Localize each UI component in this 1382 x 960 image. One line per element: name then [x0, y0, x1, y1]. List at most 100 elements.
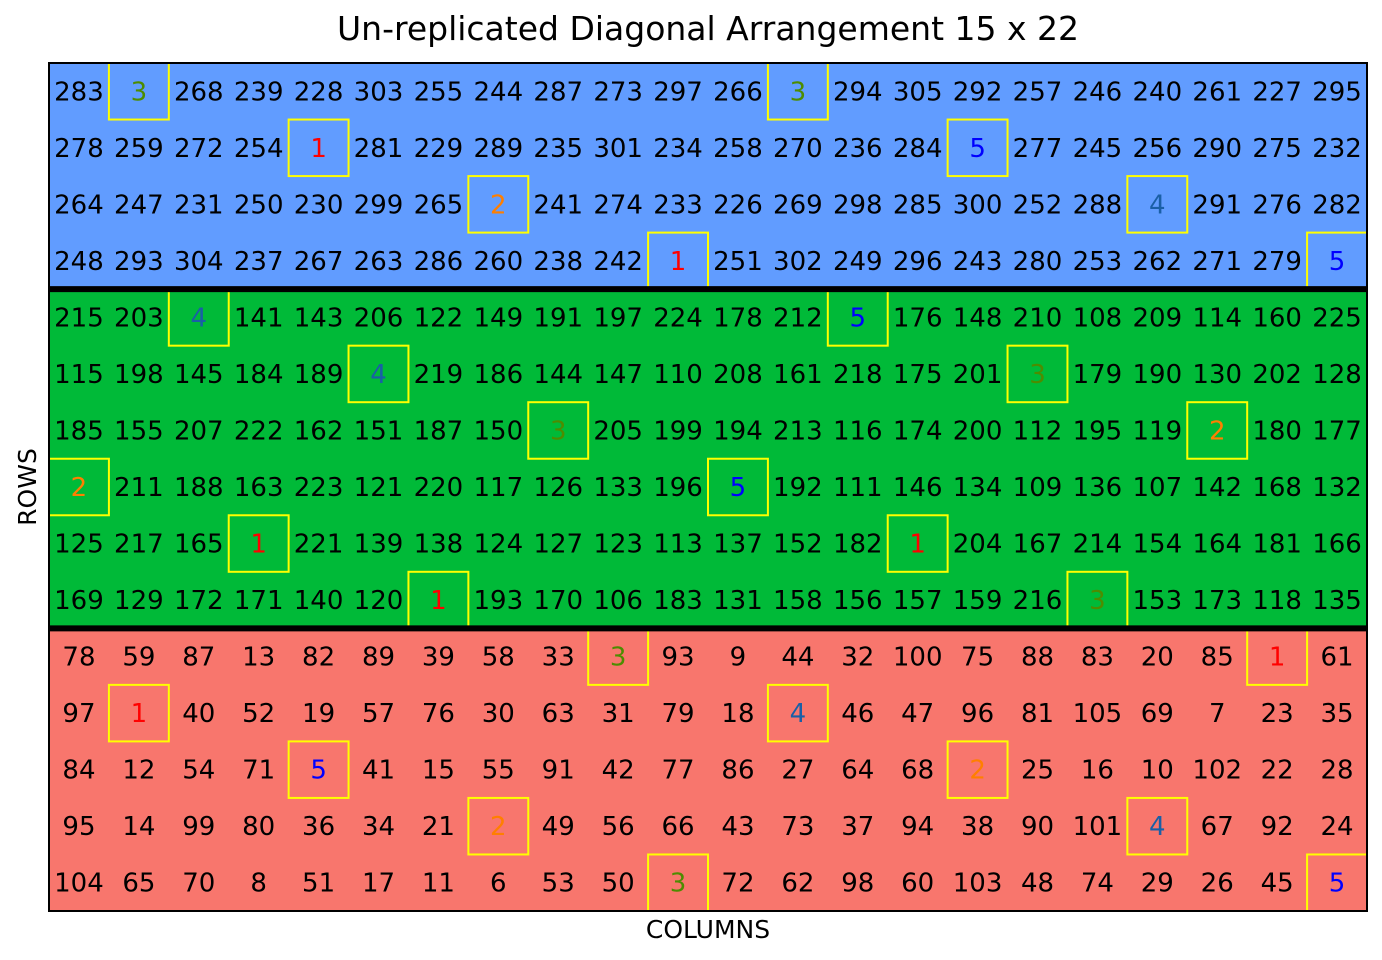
check-box-r3-c19 [1126, 175, 1189, 234]
plot-label: 158 [773, 586, 823, 616]
plot-label: 269 [773, 190, 823, 220]
plot-label: 290 [1192, 134, 1242, 164]
block-separators [49, 286, 1367, 632]
plot-label: 71 [242, 756, 275, 786]
plot-label: 53 [542, 869, 575, 899]
check-label: 1 [1269, 643, 1286, 673]
plot-label: 160 [1252, 303, 1302, 333]
plot-label: 279 [1252, 247, 1302, 277]
plot-label: 303 [354, 77, 404, 107]
check-label: 5 [1329, 247, 1346, 277]
plot-label: 17 [362, 869, 395, 899]
plot-label: 273 [593, 77, 643, 107]
plot-label: 57 [362, 699, 395, 729]
plot-label: 296 [893, 247, 943, 277]
plot-label: 28 [1320, 756, 1353, 786]
plot-label: 121 [354, 473, 404, 503]
plot-label: 109 [1013, 473, 1063, 503]
plot-label: 119 [1132, 416, 1182, 446]
plot-label: 213 [773, 416, 823, 446]
plot-label: 267 [294, 247, 344, 277]
plot-label: 285 [893, 190, 943, 220]
plot-label: 166 [1312, 530, 1362, 560]
plot-label: 149 [473, 303, 523, 333]
plot-label: 289 [473, 134, 523, 164]
plot-label: 91 [542, 756, 575, 786]
plot-label: 168 [1252, 473, 1302, 503]
plot-label: 257 [1013, 77, 1063, 107]
check-label: 4 [1149, 190, 1166, 220]
plot-label: 241 [533, 190, 583, 220]
plot-label: 88 [1021, 643, 1054, 673]
plot-label: 238 [533, 247, 583, 277]
plot-label: 64 [841, 756, 874, 786]
plot-label: 86 [721, 756, 754, 786]
plot-label: 184 [234, 360, 284, 390]
check-label: 5 [310, 756, 327, 786]
plot-label: 207 [174, 416, 224, 446]
plot-label: 183 [653, 586, 703, 616]
check-label: 2 [490, 812, 507, 842]
plot-label: 154 [1132, 530, 1182, 560]
plot-label: 60 [901, 869, 934, 899]
chart-title: Un-replicated Diagonal Arrangement 15 x … [337, 9, 1079, 48]
plot-label: 252 [1013, 190, 1063, 220]
plot-label: 130 [1192, 360, 1242, 390]
plot-label: 277 [1013, 134, 1063, 164]
plot-label: 194 [713, 416, 763, 446]
plot-label: 228 [294, 77, 344, 107]
check-label: 4 [790, 699, 807, 729]
plot-label: 67 [1201, 812, 1234, 842]
check-box-r6-c6 [347, 344, 410, 404]
check-label: 3 [131, 77, 148, 107]
plot-label: 288 [1073, 190, 1123, 220]
plot-label: 72 [721, 869, 754, 899]
plot-label: 106 [593, 586, 643, 616]
plot-label: 110 [653, 360, 703, 390]
plot-label: 292 [953, 77, 1003, 107]
plot-label: 7 [1209, 699, 1226, 729]
plot-label: 240 [1132, 77, 1182, 107]
plot-label: 236 [833, 134, 883, 164]
plot-label: 182 [833, 530, 883, 560]
plot-label: 92 [1261, 812, 1294, 842]
plot-label: 246 [1073, 77, 1123, 107]
plot-label: 81 [1021, 699, 1054, 729]
plot-label: 141 [234, 303, 284, 333]
plot-label: 234 [653, 134, 703, 164]
plot-label: 77 [661, 756, 694, 786]
plot-label: 164 [1192, 530, 1242, 560]
plot-label: 249 [833, 247, 883, 277]
plot-label: 174 [893, 416, 943, 446]
plot-label: 36 [302, 812, 335, 842]
plot-label: 202 [1252, 360, 1302, 390]
plot-label: 127 [533, 530, 583, 560]
check-label: 4 [190, 303, 207, 333]
check-label: 1 [131, 699, 148, 729]
plot-label: 221 [294, 530, 344, 560]
check-box-r13-c16 [946, 740, 1009, 799]
plot-label: 205 [593, 416, 643, 446]
check-label: 1 [430, 586, 447, 616]
check-label: 5 [969, 134, 986, 164]
plot-label: 139 [354, 530, 404, 560]
check-boxes [48, 62, 1369, 913]
plot-label: 144 [533, 360, 583, 390]
plot-label: 283 [54, 77, 104, 107]
plot-label: 268 [174, 77, 224, 107]
plot-label: 261 [1192, 77, 1242, 107]
plot-label: 11 [422, 869, 455, 899]
plot-label: 24 [1320, 812, 1353, 842]
plot-label: 148 [953, 303, 1003, 333]
plot-label: 190 [1132, 360, 1182, 390]
check-box-r12-c13 [766, 683, 829, 743]
plot-label: 185 [54, 416, 104, 446]
plot-label: 191 [533, 303, 583, 333]
plot-label: 31 [602, 699, 635, 729]
plot-label: 293 [114, 247, 164, 277]
x-axis-label: COLUMNS [646, 915, 770, 944]
plot-label: 125 [54, 530, 104, 560]
plot-label: 199 [653, 416, 703, 446]
plot-label: 116 [833, 416, 883, 446]
plot-label: 230 [294, 190, 344, 220]
